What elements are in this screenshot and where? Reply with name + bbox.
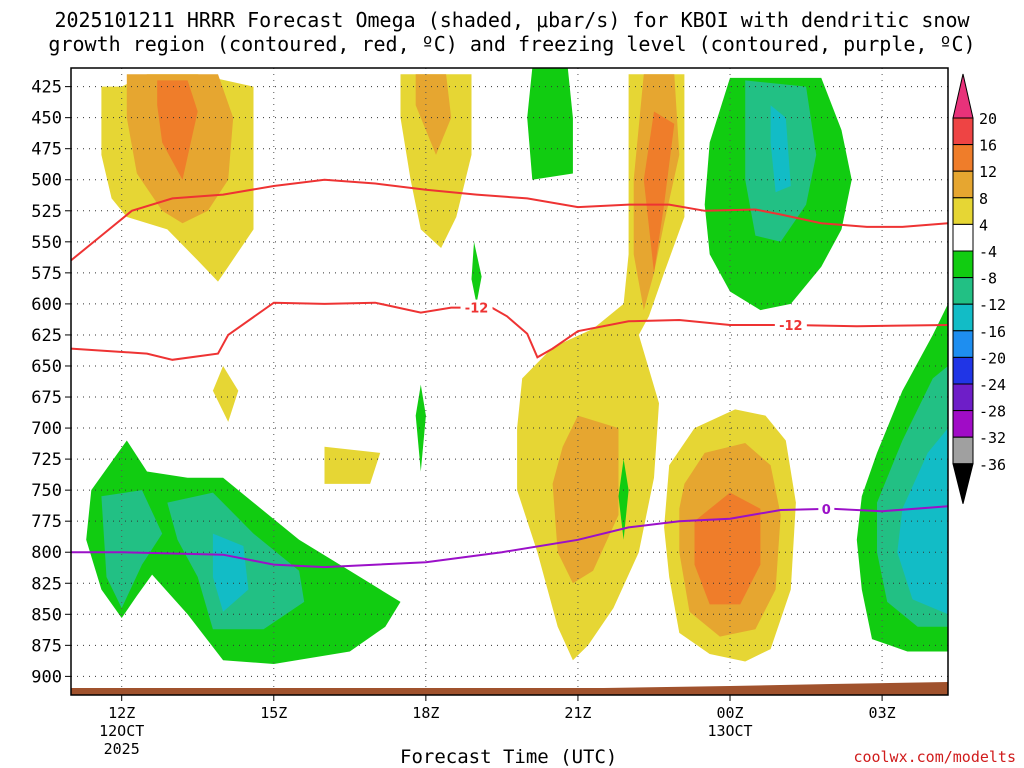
omega-region-g12-27 xyxy=(897,428,948,615)
y-tick-label-775: 775 xyxy=(31,512,62,532)
y-tick-label-475: 475 xyxy=(31,140,62,160)
colorbar-box-0 xyxy=(952,117,974,146)
dgz-contour-bottom xyxy=(70,301,949,361)
x-tick-year-12Z: 2025 xyxy=(104,740,140,758)
freezing-level-contour xyxy=(71,505,949,569)
omega-region-y4-13 xyxy=(324,446,381,484)
plot-frame xyxy=(70,67,949,696)
freezing-label-bg xyxy=(818,500,835,517)
colorbar-label-9: -20 xyxy=(979,349,1006,367)
terrain-strip xyxy=(71,682,948,695)
y-tick-label-625: 625 xyxy=(31,326,62,346)
colorbar-box-3 xyxy=(952,197,974,225)
colorbar-label-3: 8 xyxy=(979,190,988,208)
omega-region-g4-19 xyxy=(415,384,426,472)
colorbar-label-7: -12 xyxy=(979,296,1006,314)
dgz-label-bg-1 xyxy=(774,317,807,334)
omega-shaded-regions xyxy=(86,68,948,664)
y-tick-label-525: 525 xyxy=(31,202,62,222)
y-tick-label-850: 850 xyxy=(31,605,62,625)
dgz-contour-label-1: -12 xyxy=(779,319,803,334)
credit-text: coolwx.com/modelts xyxy=(853,748,1016,766)
y-tick-label-825: 825 xyxy=(31,574,62,594)
colorbar-top-arrow xyxy=(952,73,974,119)
colorbar-label-11: -28 xyxy=(979,403,1006,421)
colorbar-label-0: 20 xyxy=(979,110,997,128)
colorbar-box-2 xyxy=(952,170,974,199)
y-tick-label-725: 725 xyxy=(31,450,62,470)
colorbar-label-5: -4 xyxy=(979,243,997,261)
colorbar-box-6 xyxy=(952,277,974,305)
colorbar-box-9 xyxy=(952,356,974,385)
omega-region-y4-3 xyxy=(400,74,472,248)
colorbar-box-8 xyxy=(952,330,974,358)
y-tick-label-750: 750 xyxy=(31,481,62,501)
chart-axes: 425 450 475 500 525 550 575 600 625 650 675 700 725 7… xyxy=(31,78,895,758)
colorbar-label-13: -36 xyxy=(979,456,1006,474)
y-tick-label-450: 450 xyxy=(31,109,62,129)
dgz-contour-label-0: -12 xyxy=(465,302,489,317)
omega-region-g4-20 xyxy=(618,459,629,540)
omega-region-g12-24 xyxy=(212,533,249,612)
colorbar-box-1 xyxy=(952,144,974,172)
omega-region-y12-2 xyxy=(157,80,198,180)
x-tick-label-00Z: 00Z xyxy=(716,704,743,722)
colorbar-label-8: -16 xyxy=(979,323,1006,341)
omega-region-g4-17 xyxy=(527,68,573,180)
chart-contours: -12 -12 0 xyxy=(70,178,949,569)
freezing-level-label: 0 xyxy=(822,503,831,518)
colorbar-label-4: 4 xyxy=(979,216,988,234)
x-tick-label-15Z: 15Z xyxy=(260,704,287,722)
dgz-contour-top xyxy=(70,178,949,262)
y-tick-label-650: 650 xyxy=(31,357,62,377)
colorbar-label-1: 16 xyxy=(979,137,997,155)
x-tick-date-12Z: 12OCT xyxy=(99,722,144,740)
y-tick-label-900: 900 xyxy=(31,667,62,687)
colorbar-label-6: -8 xyxy=(979,270,997,288)
omega-region-g4-18 xyxy=(471,241,482,304)
y-tick-label-875: 875 xyxy=(31,636,62,656)
colorbar-box-7 xyxy=(952,303,974,332)
y-tick-label-575: 575 xyxy=(31,264,62,284)
y-tick-label-550: 550 xyxy=(31,233,62,253)
omega-colorbar: 20 16 12 8 4 -4 -8 -12 -16 -20 -24 -28 -32 -36 xyxy=(952,73,1006,504)
omega-region-y12-7 xyxy=(643,111,675,273)
y-tick-label-500: 500 xyxy=(31,171,62,191)
x-tick-label-12Z: 12Z xyxy=(108,704,135,722)
y-tick-label-675: 675 xyxy=(31,388,62,408)
x-tick-label-03Z: 03Z xyxy=(869,704,896,722)
colorbar-label-12: -32 xyxy=(979,429,1006,447)
omega-region-y4-12 xyxy=(212,366,239,422)
y-tick-label-600: 600 xyxy=(31,295,62,315)
omega-region-g8-22 xyxy=(101,490,163,609)
colorbar-label-10: -24 xyxy=(979,376,1006,394)
colorbar-box-12 xyxy=(952,436,974,465)
terrain-fill xyxy=(71,682,948,695)
colorbar-box-4 xyxy=(952,223,974,252)
colorbar-box-5 xyxy=(952,250,974,279)
y-tick-label-700: 700 xyxy=(31,419,62,439)
plot-border xyxy=(70,67,949,696)
colorbar-bottom-arrow xyxy=(952,463,974,504)
x-tick-date-00Z: 13OCT xyxy=(707,722,752,740)
chart-title-line-1: 2025101211 HRRR Forecast Omega (shaded, … xyxy=(54,8,970,32)
x-axis-title: Forecast Time (UTC) xyxy=(400,746,618,768)
chart-gridlines xyxy=(71,68,948,695)
omega-region-g12-16 xyxy=(770,105,791,193)
colorbar-box-10 xyxy=(952,383,974,412)
y-tick-label-800: 800 xyxy=(31,543,62,563)
omega-region-y8-4 xyxy=(415,74,452,155)
x-tick-label-18Z: 18Z xyxy=(412,704,439,722)
x-tick-label-21Z: 21Z xyxy=(564,704,591,722)
colorbar-box-11 xyxy=(952,410,974,438)
dgz-label-bg-0 xyxy=(460,299,493,316)
y-tick-label-425: 425 xyxy=(31,78,62,98)
chart-title-line-2: growth region (contoured, red, ºC) and f… xyxy=(48,32,976,56)
colorbar-label-2: 12 xyxy=(979,163,997,181)
